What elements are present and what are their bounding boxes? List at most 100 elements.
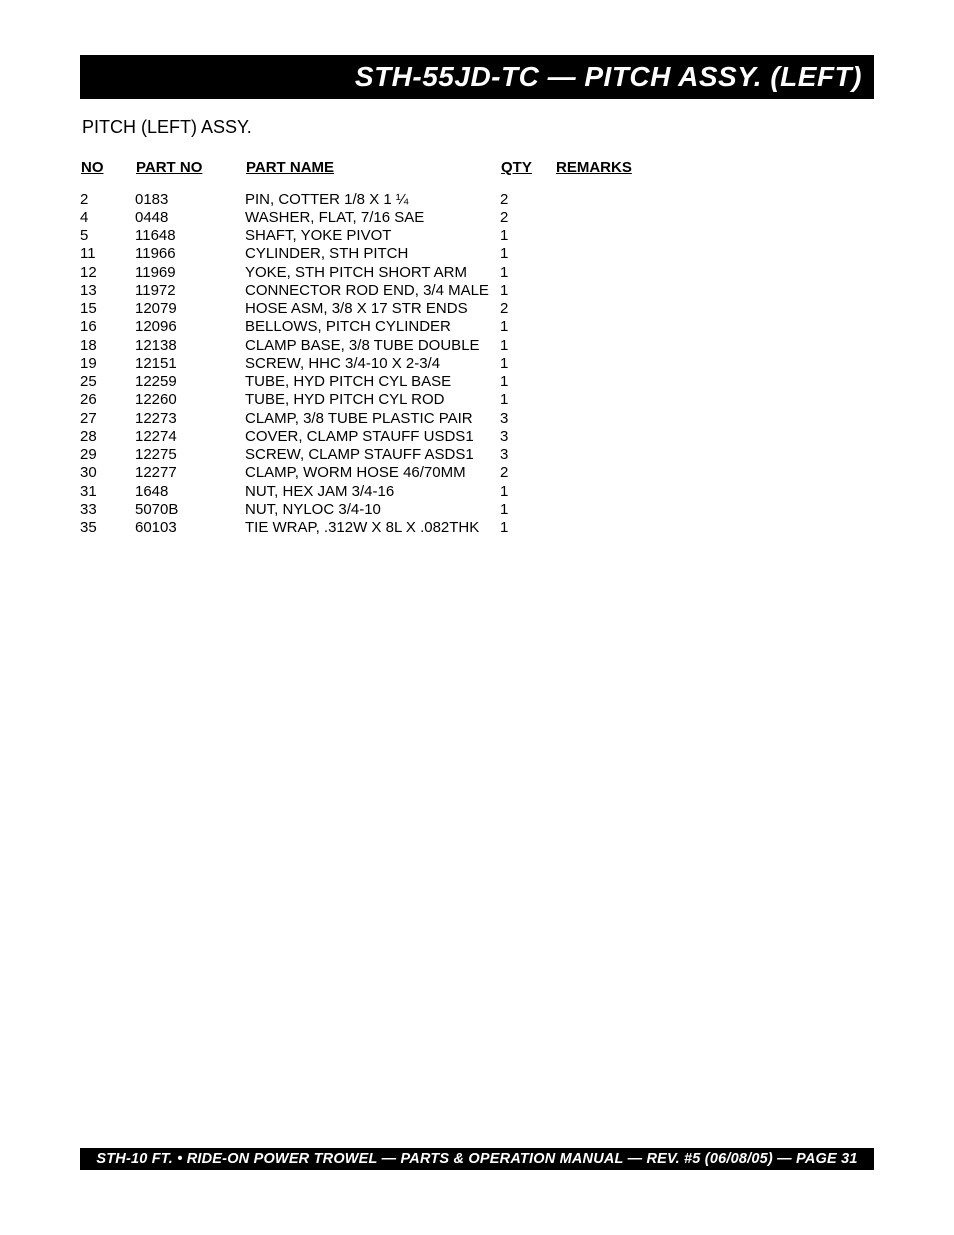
section-subtitle: PITCH (LEFT) ASSY.: [82, 117, 874, 138]
cell-part-no: 12275: [135, 446, 245, 464]
cell-no: 5: [80, 227, 135, 245]
cell-qty: 2: [500, 300, 555, 318]
table-row: 3560103TIE WRAP, .312W X 8L X .082THK1: [80, 519, 874, 537]
cell-part-no: 12274: [135, 427, 245, 445]
cell-part-name: WASHER, FLAT, 7/16 SAE: [245, 208, 500, 226]
table-row: 3012277CLAMP, WORM HOSE 46/70MM2: [80, 464, 874, 482]
cell-qty: 1: [500, 263, 555, 281]
cell-part-name: TIE WRAP, .312W X 8L X .082THK: [245, 519, 500, 537]
table-row: 1211969YOKE, STH PITCH SHORT ARM1: [80, 263, 874, 281]
cell-part-name: COVER, CLAMP STAUFF USDS1: [245, 427, 500, 445]
cell-remarks: [555, 409, 874, 427]
table-row: 1612096BELLOWS, PITCH CYLINDER1: [80, 318, 874, 336]
cell-part-no: 12277: [135, 464, 245, 482]
cell-no: 35: [80, 519, 135, 537]
header-no: NO: [80, 158, 135, 190]
table-row: 2712273CLAMP, 3/8 TUBE PLASTIC PAIR3: [80, 409, 874, 427]
cell-remarks: [555, 281, 874, 299]
cell-no: 27: [80, 409, 135, 427]
cell-qty: 1: [500, 482, 555, 500]
cell-remarks: [555, 464, 874, 482]
parts-table: NO PART NO PART NAME QTY REMARKS 20183PI…: [80, 158, 874, 537]
cell-part-name: CLAMP BASE, 3/8 TUBE DOUBLE: [245, 336, 500, 354]
cell-part-no: 12151: [135, 354, 245, 372]
cell-part-no: 12079: [135, 300, 245, 318]
cell-qty: 1: [500, 373, 555, 391]
cell-part-no: 1648: [135, 482, 245, 500]
page-title: STH-55JD-TC — PITCH ASSY. (LEFT): [355, 61, 862, 92]
cell-remarks: [555, 354, 874, 372]
cell-part-no: 5070B: [135, 500, 245, 518]
cell-qty: 3: [500, 409, 555, 427]
page: STH-55JD-TC — PITCH ASSY. (LEFT) PITCH (…: [0, 0, 954, 1235]
header-part-no: PART NO: [135, 158, 245, 190]
footer-bar: STH-10 FT. • RIDE-ON POWER TROWEL — PART…: [80, 1148, 874, 1170]
cell-no: 26: [80, 391, 135, 409]
cell-part-no: 12138: [135, 336, 245, 354]
cell-remarks: [555, 245, 874, 263]
cell-part-no: 0448: [135, 208, 245, 226]
header-qty: QTY: [500, 158, 555, 190]
cell-remarks: [555, 318, 874, 336]
cell-no: 13: [80, 281, 135, 299]
cell-part-name: CONNECTOR ROD END, 3/4 MALE: [245, 281, 500, 299]
cell-part-name: CLAMP, WORM HOSE 46/70MM: [245, 464, 500, 482]
table-row: 1512079HOSE ASM, 3/8 X 17 STR ENDS2: [80, 300, 874, 318]
cell-qty: 1: [500, 519, 555, 537]
cell-remarks: [555, 336, 874, 354]
cell-no: 2: [80, 190, 135, 208]
cell-part-name: TUBE, HYD PITCH CYL BASE: [245, 373, 500, 391]
cell-no: 25: [80, 373, 135, 391]
cell-remarks: [555, 227, 874, 245]
table-row: 1111966CYLINDER, STH PITCH1: [80, 245, 874, 263]
cell-part-name: CYLINDER, STH PITCH: [245, 245, 500, 263]
cell-remarks: [555, 391, 874, 409]
cell-qty: 2: [500, 208, 555, 226]
cell-remarks: [555, 482, 874, 500]
cell-part-name: SCREW, HHC 3/4-10 X 2-3/4: [245, 354, 500, 372]
cell-part-name: NUT, NYLOC 3/4-10: [245, 500, 500, 518]
cell-no: 15: [80, 300, 135, 318]
cell-part-name: PIN, COTTER 1/8 X 1 ¼: [245, 190, 500, 208]
cell-part-name: NUT, HEX JAM 3/4-16: [245, 482, 500, 500]
cell-part-no: 60103: [135, 519, 245, 537]
table-row: 2812274COVER, CLAMP STAUFF USDS13: [80, 427, 874, 445]
cell-qty: 1: [500, 336, 555, 354]
cell-part-name: TUBE, HYD PITCH CYL ROD: [245, 391, 500, 409]
cell-remarks: [555, 190, 874, 208]
cell-part-no: 11972: [135, 281, 245, 299]
table-row: 40448WASHER, FLAT, 7/16 SAE2: [80, 208, 874, 226]
cell-qty: 1: [500, 500, 555, 518]
cell-part-no: 12260: [135, 391, 245, 409]
cell-qty: 1: [500, 227, 555, 245]
cell-qty: 1: [500, 354, 555, 372]
table-row: 2612260TUBE, HYD PITCH CYL ROD1: [80, 391, 874, 409]
cell-no: 11: [80, 245, 135, 263]
cell-qty: 2: [500, 190, 555, 208]
cell-remarks: [555, 373, 874, 391]
table-row: 511648SHAFT, YOKE PIVOT1: [80, 227, 874, 245]
cell-no: 33: [80, 500, 135, 518]
cell-no: 4: [80, 208, 135, 226]
cell-part-name: CLAMP, 3/8 TUBE PLASTIC PAIR: [245, 409, 500, 427]
cell-remarks: [555, 446, 874, 464]
cell-part-no: 12096: [135, 318, 245, 336]
cell-qty: 1: [500, 391, 555, 409]
cell-qty: 3: [500, 427, 555, 445]
table-row: 2512259TUBE, HYD PITCH CYL BASE1: [80, 373, 874, 391]
cell-part-name: HOSE ASM, 3/8 X 17 STR ENDS: [245, 300, 500, 318]
cell-no: 29: [80, 446, 135, 464]
cell-remarks: [555, 427, 874, 445]
table-row: 1912151SCREW, HHC 3/4-10 X 2-3/41: [80, 354, 874, 372]
table-row: 1812138CLAMP BASE, 3/8 TUBE DOUBLE1: [80, 336, 874, 354]
cell-remarks: [555, 263, 874, 281]
cell-part-name: SHAFT, YOKE PIVOT: [245, 227, 500, 245]
cell-part-no: 11648: [135, 227, 245, 245]
cell-remarks: [555, 208, 874, 226]
cell-no: 19: [80, 354, 135, 372]
cell-qty: 3: [500, 446, 555, 464]
cell-remarks: [555, 300, 874, 318]
footer-text: STH-10 FT. • RIDE-ON POWER TROWEL — PART…: [96, 1151, 857, 1167]
cell-qty: 1: [500, 281, 555, 299]
table-row: 311648NUT, HEX JAM 3/4-161: [80, 482, 874, 500]
